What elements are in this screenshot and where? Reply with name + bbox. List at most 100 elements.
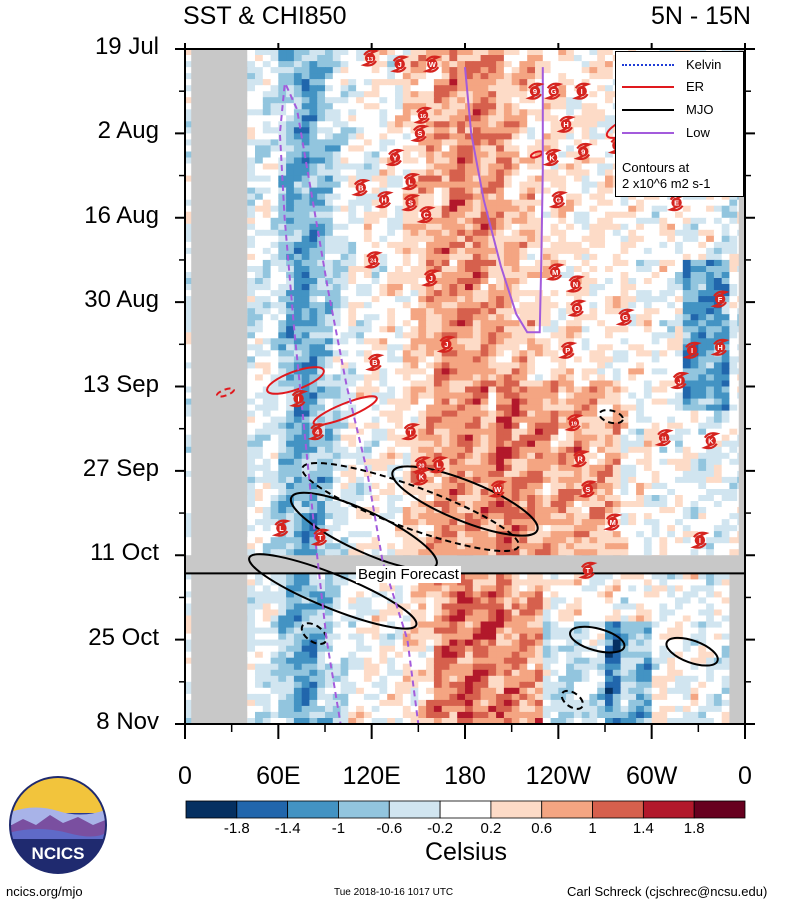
heat-cell xyxy=(721,434,731,442)
heat-cell xyxy=(566,229,575,237)
heat-cell xyxy=(309,151,318,159)
heat-cell xyxy=(255,314,264,321)
heat-cell xyxy=(542,356,552,363)
heat-cell xyxy=(270,302,279,309)
heat-cell xyxy=(620,392,629,400)
heat-cell xyxy=(651,410,661,418)
heat-cell xyxy=(597,314,606,321)
heat-cell xyxy=(573,97,583,104)
heat-cell xyxy=(542,326,552,333)
heat-cell xyxy=(433,49,443,56)
heat-cell xyxy=(286,398,295,406)
heat-cell xyxy=(402,458,412,466)
heat-cell xyxy=(612,422,622,430)
heat-cell xyxy=(255,55,264,62)
heat-cell xyxy=(527,133,536,140)
heat-cell xyxy=(612,278,622,285)
heat-cell xyxy=(488,266,497,273)
heat-cell xyxy=(418,229,427,237)
heat-cell xyxy=(301,73,311,80)
heat-cell xyxy=(472,187,482,195)
heat-cell xyxy=(379,55,388,62)
heat-cell xyxy=(636,205,645,213)
heat-cell xyxy=(558,428,567,436)
heat-cell xyxy=(612,380,622,388)
heat-cell xyxy=(643,302,653,309)
heat-cell xyxy=(558,67,567,74)
heat-cell xyxy=(255,446,264,454)
heat-cell xyxy=(519,79,528,86)
heat-cell xyxy=(698,338,707,345)
heat-cell xyxy=(363,350,373,357)
heat-cell xyxy=(597,193,606,201)
heat-cell xyxy=(535,115,544,122)
heat-cell xyxy=(185,266,194,273)
heat-cell xyxy=(519,266,528,273)
heat-cell xyxy=(496,229,505,237)
heat-cell xyxy=(488,302,497,309)
heat-cell xyxy=(309,73,318,80)
heat-cell xyxy=(418,392,427,400)
heat-cell xyxy=(573,446,583,454)
heat-cell xyxy=(395,278,404,285)
heat-cell xyxy=(573,49,583,56)
heat-cell xyxy=(301,217,311,225)
heat-cell xyxy=(255,332,264,339)
heat-cell xyxy=(332,386,342,394)
heat-cell xyxy=(659,217,668,225)
heat-cell xyxy=(426,326,435,333)
heat-cell xyxy=(247,278,256,285)
heat-cell xyxy=(706,229,715,237)
heat-cell xyxy=(332,91,342,98)
heat-cell xyxy=(721,398,731,406)
heat-cell xyxy=(605,290,614,297)
heat-cell xyxy=(286,428,295,436)
heat-cell xyxy=(325,109,334,116)
heat-cell xyxy=(527,97,536,104)
heat-cell xyxy=(255,205,264,213)
heat-cell xyxy=(643,253,653,261)
heat-cell xyxy=(465,235,474,243)
heat-cell xyxy=(449,452,458,460)
heat-cell xyxy=(247,109,256,116)
heat-cell xyxy=(309,121,318,128)
heat-cell xyxy=(457,368,466,375)
heat-cell xyxy=(675,368,684,375)
heat-cell xyxy=(247,452,256,460)
heat-cell xyxy=(262,392,272,400)
heat-cell xyxy=(698,320,707,327)
heat-cell xyxy=(503,205,513,213)
heat-cell xyxy=(721,404,731,412)
heat-cell xyxy=(667,350,676,357)
heat-cell xyxy=(402,266,412,273)
heat-cell xyxy=(589,79,598,86)
heat-cell xyxy=(410,320,419,327)
heat-cell xyxy=(301,308,311,315)
heat-cell xyxy=(488,103,497,110)
heat-cell xyxy=(636,211,645,219)
heat-cell xyxy=(488,326,497,333)
heat-cell xyxy=(706,247,715,255)
heat-cell xyxy=(605,422,614,430)
heat-cell xyxy=(643,440,653,448)
heat-cell xyxy=(185,151,194,159)
heat-cell xyxy=(651,253,661,261)
heat-cell xyxy=(698,278,707,285)
heat-cell xyxy=(262,169,272,177)
heat-cell xyxy=(573,386,583,394)
heat-cell xyxy=(348,398,357,406)
heat-cell xyxy=(527,434,536,442)
heat-cell xyxy=(581,157,591,165)
heat-cell xyxy=(255,320,264,327)
heat-cell xyxy=(410,272,419,279)
heat-cell xyxy=(332,332,342,339)
heat-cell xyxy=(496,320,505,327)
heat-cell xyxy=(363,223,373,231)
heat-cell xyxy=(262,266,272,273)
heat-cell xyxy=(340,223,349,231)
heat-cell xyxy=(247,404,256,412)
heat-cell xyxy=(729,446,738,454)
heat-cell xyxy=(503,235,513,243)
heat-cell xyxy=(698,229,707,237)
heat-cell xyxy=(356,344,365,351)
